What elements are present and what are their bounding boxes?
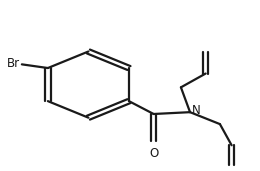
- Text: Br: Br: [7, 57, 20, 70]
- Text: N: N: [192, 104, 201, 117]
- Text: O: O: [149, 147, 158, 160]
